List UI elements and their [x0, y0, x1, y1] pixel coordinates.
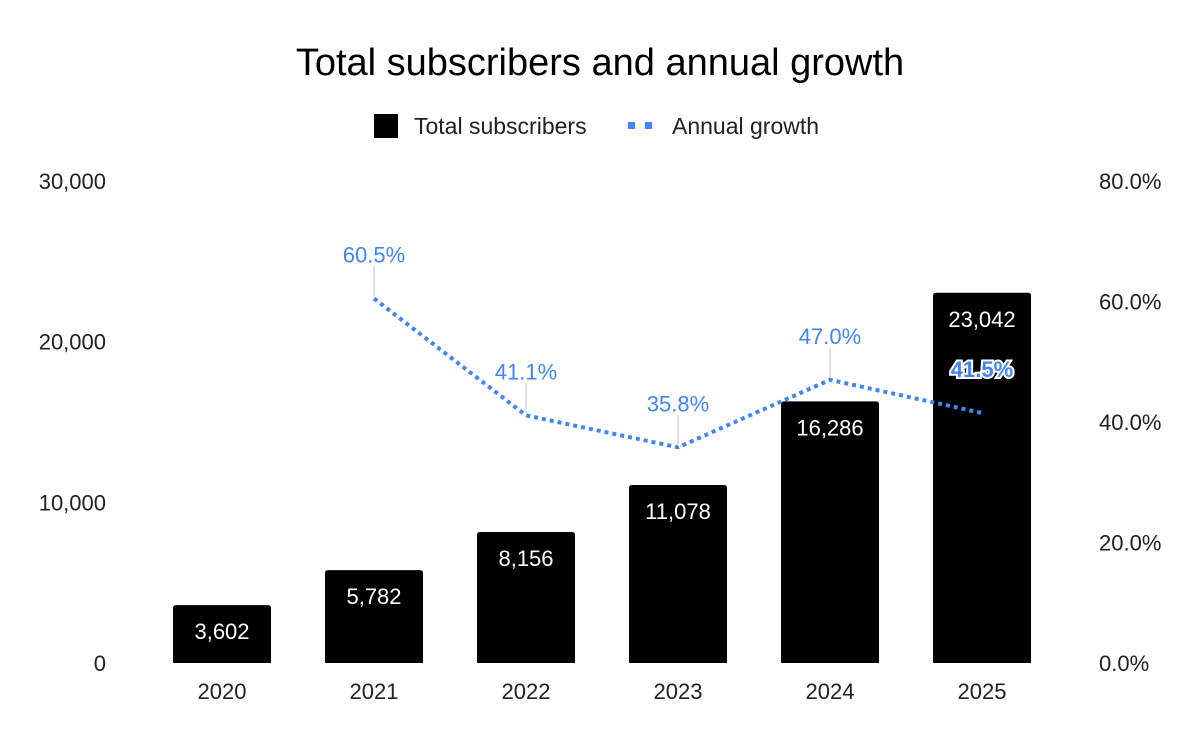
x-axis: 2020 2021 2022 2023 2024 2025 — [198, 679, 1007, 704]
bar-data-label: 23,042 — [948, 307, 1015, 332]
bar — [629, 485, 727, 663]
bar-data-label: 5,782 — [346, 584, 401, 609]
bar — [781, 401, 879, 663]
bar-series-total-subscribers — [173, 292, 1031, 663]
bar-data-label: 3,602 — [194, 619, 249, 644]
legend-swatch-annual-growth-dot-2 — [645, 122, 652, 129]
left-axis-tick-label: 10,000 — [39, 490, 106, 515]
left-axis: 0 10,000 20,000 30,000 — [39, 169, 106, 676]
x-axis-tick-label: 2024 — [806, 679, 855, 704]
left-axis-tick-label: 30,000 — [39, 169, 106, 194]
bar-data-label: 11,078 — [645, 499, 711, 524]
right-axis-tick-label: 80.0% — [1099, 169, 1161, 194]
growth-data-label: 41.5% — [951, 357, 1013, 382]
bar-data-label: 16,286 — [796, 415, 863, 440]
x-axis-tick-label: 2025 — [958, 679, 1007, 704]
line-data-labels: 60.5% 41.1% 35.8% 47.0% 41.5% — [343, 242, 1015, 446]
bar — [325, 570, 423, 663]
left-axis-tick-label: 0 — [94, 651, 106, 676]
bar-data-label: 8,156 — [498, 546, 553, 571]
right-axis-tick-label: 60.0% — [1099, 290, 1161, 315]
bar — [933, 292, 1031, 663]
growth-data-label: 60.5% — [343, 242, 405, 267]
right-axis-tick-label: 40.0% — [1099, 410, 1161, 435]
legend-label-annual-growth: Annual growth — [672, 113, 819, 139]
legend-swatch-annual-growth-dot-1 — [628, 122, 635, 129]
growth-data-label: 41.1% — [495, 359, 557, 384]
x-axis-tick-label: 2023 — [654, 679, 703, 704]
legend: Total subscribers Annual growth — [374, 113, 819, 139]
right-axis-tick-label: 0.0% — [1099, 651, 1149, 676]
growth-line-path — [372, 296, 983, 450]
growth-data-label: 47.0% — [799, 324, 861, 349]
legend-swatch-total-subscribers — [374, 114, 398, 138]
x-axis-tick-label: 2021 — [350, 679, 399, 704]
x-axis-tick-label: 2022 — [502, 679, 551, 704]
right-axis-tick-label: 20.0% — [1099, 531, 1161, 556]
line-series-annual-growth — [372, 296, 983, 450]
bar — [173, 605, 271, 663]
chart-title: Total subscribers and annual growth — [296, 42, 904, 84]
growth-data-label: 35.8% — [647, 391, 709, 416]
x-axis-tick-label: 2020 — [198, 679, 247, 704]
right-axis: 0.0% 20.0% 40.0% 60.0% 80.0% — [1099, 169, 1161, 676]
bar-data-labels: 3,602 5,782 8,156 11,078 16,286 23,042 — [194, 307, 1015, 644]
left-axis-tick-label: 20,000 — [39, 330, 106, 355]
legend-label-total-subscribers: Total subscribers — [414, 113, 587, 139]
bar — [477, 531, 575, 663]
